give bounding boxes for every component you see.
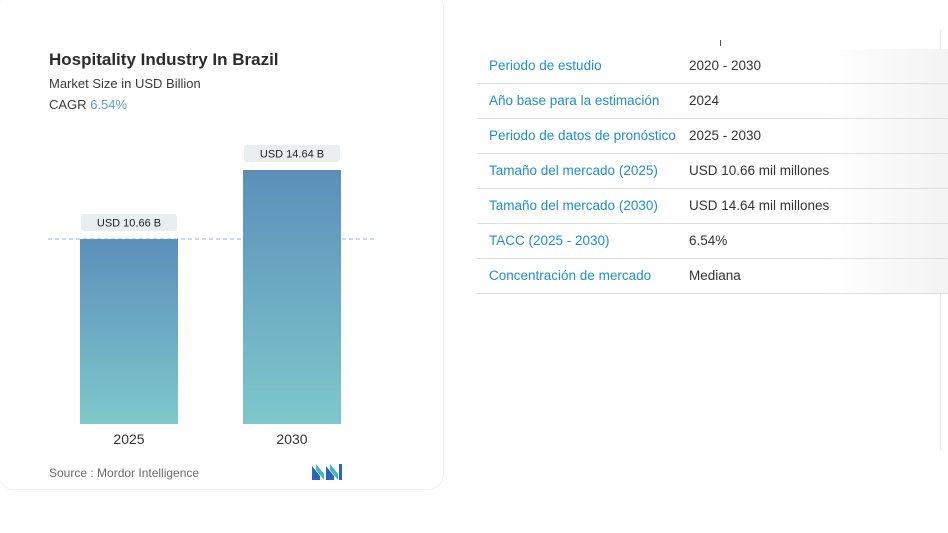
tick-mark bbox=[720, 40, 721, 46]
table-row: Tamaño del mercado (2025) USD 10.66 mil m… bbox=[477, 153, 948, 189]
source-text: Source : Mordor Intelligence bbox=[49, 466, 200, 480]
chart-subtitle: Market Size in USD Billion bbox=[49, 76, 201, 91]
table-value: 6.54% bbox=[677, 223, 948, 259]
cagr-line: CAGR 6.54% bbox=[49, 97, 127, 112]
table-row: TACC (2025 - 2030) 6.54% bbox=[477, 223, 948, 259]
table-row: Tamaño del mercado (2030) USD 14.64 mil m… bbox=[477, 188, 948, 224]
x-tick-label: 2030 bbox=[276, 431, 307, 447]
data-label-box bbox=[81, 214, 177, 232]
table-row: Año base para la estimación 2024 bbox=[477, 83, 948, 119]
table-key: Periodo de estudio bbox=[477, 49, 677, 84]
data-label: USD 14.64 B bbox=[260, 149, 324, 161]
table-key: Concentración de mercado bbox=[477, 258, 677, 294]
table-value: 2020 - 2030 bbox=[677, 49, 948, 84]
cagr-label: CAGR bbox=[49, 97, 87, 112]
mordor-intelligence-logo-icon bbox=[312, 464, 342, 485]
bar-2025 bbox=[80, 239, 178, 424]
table-row: Periodo de estudio 2020 - 2030 bbox=[477, 49, 948, 84]
table-key: Año base para la estimación bbox=[477, 83, 677, 119]
bar-2030 bbox=[243, 170, 341, 424]
table-row: Concentración de mercado Mediana bbox=[477, 258, 948, 294]
table-value: 2025 - 2030 bbox=[677, 118, 948, 154]
cagr-value: 6.54% bbox=[90, 97, 128, 112]
table-value: 2024 bbox=[677, 83, 948, 119]
chart-card bbox=[0, 0, 444, 490]
data-label-box bbox=[244, 145, 340, 162]
table-key: Tamaño del mercado (2030) bbox=[477, 188, 677, 224]
table-value: Mediana bbox=[677, 258, 948, 294]
chart-title: Hospitality Industry In Brazil bbox=[49, 50, 279, 69]
table-key: Periodo de datos de pronóstico bbox=[477, 118, 677, 154]
table-value: USD 14.64 mil millones bbox=[677, 188, 948, 224]
table-row: Periodo de datos de pronóstico 2025 - 203… bbox=[477, 118, 948, 154]
table-key: TACC (2025 - 2030) bbox=[477, 223, 677, 259]
info-table: Periodo de estudio 2020 - 2030 Año base pa… bbox=[477, 49, 948, 294]
table-value: USD 10.66 mil millones bbox=[677, 153, 948, 189]
bar-chart: USD 10.66 B 2025 USD 14.64 B 2030 bbox=[48, 145, 376, 447]
table-key: Tamaño del mercado (2025) bbox=[477, 153, 677, 189]
x-tick-label: 2025 bbox=[113, 431, 144, 447]
data-label: USD 10.66 B bbox=[97, 218, 161, 230]
